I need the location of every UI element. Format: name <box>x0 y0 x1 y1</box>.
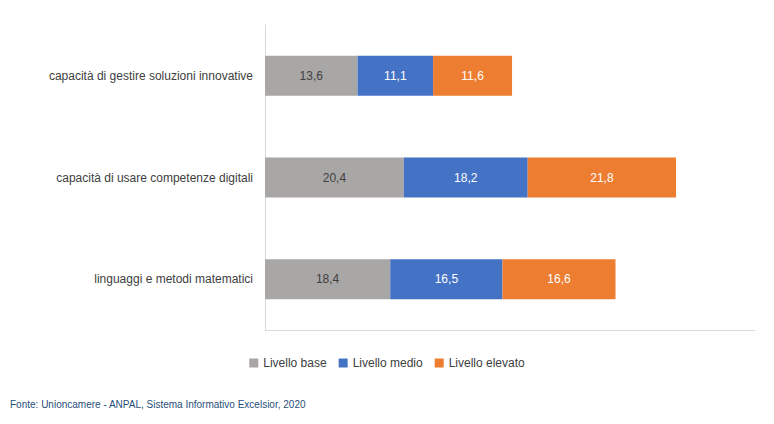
svg-text:11,1: 11,1 <box>384 69 407 83</box>
svg-text:18,2: 18,2 <box>454 171 478 185</box>
svg-text:13,6: 13,6 <box>300 69 324 83</box>
svg-text:16,6: 16,6 <box>547 272 571 286</box>
svg-text:16,5: 16,5 <box>435 272 459 286</box>
svg-text:linguaggi e metodi matematici: linguaggi e metodi matematici <box>94 272 253 286</box>
svg-text:18,4: 18,4 <box>316 272 340 286</box>
svg-text:Livello medio: Livello medio <box>353 356 423 370</box>
svg-text:capacità di usare competenze d: capacità di usare competenze digitali <box>56 171 253 185</box>
svg-text:capacità di gestire soluzioni: capacità di gestire soluzioni innovative <box>49 69 253 83</box>
svg-text:11,6: 11,6 <box>461 69 484 83</box>
svg-text:Fonte: Unioncamere - ANPAL, Si: Fonte: Unioncamere - ANPAL, Sistema Info… <box>10 399 306 410</box>
svg-text:Livello elevato: Livello elevato <box>449 356 525 370</box>
svg-text:21,8: 21,8 <box>590 171 614 185</box>
svg-text:20,4: 20,4 <box>323 171 347 185</box>
svg-text:Livello base: Livello base <box>263 356 327 370</box>
